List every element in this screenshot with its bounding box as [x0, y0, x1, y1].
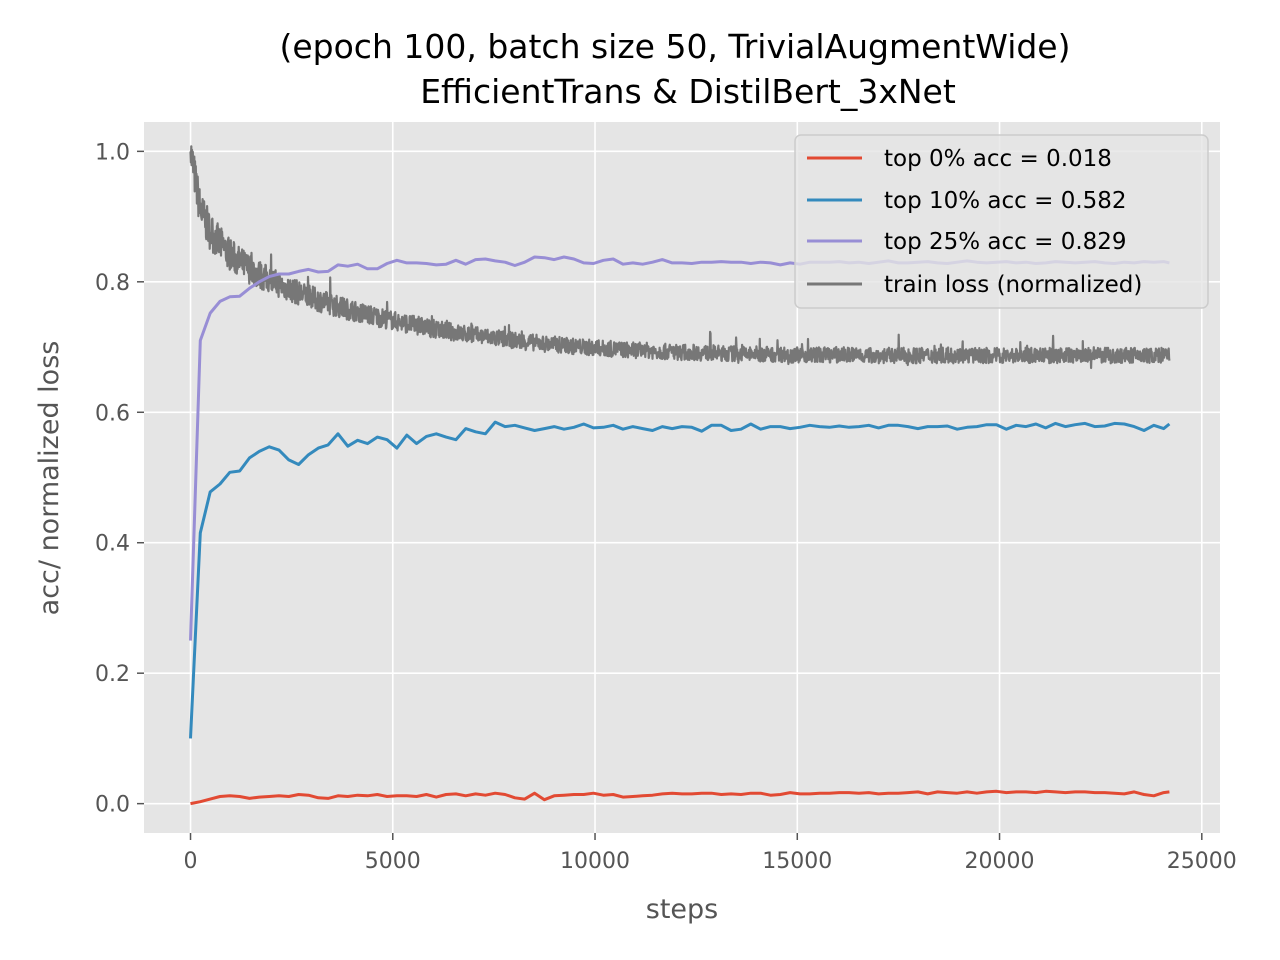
- legend-label-top10: top 10% acc = 0.582: [884, 188, 1127, 214]
- legend-label-train-loss: train loss (normalized): [884, 272, 1142, 298]
- y-tick-label: 0.6: [95, 401, 130, 426]
- legend-box: [794, 134, 1209, 309]
- y-tick-label: 0.0: [95, 793, 130, 818]
- legend-label-top25: top 25% acc = 0.829: [884, 229, 1127, 255]
- x-axis-ticks: 0 5000 10000 15000 20000 25000: [184, 833, 1237, 874]
- y-axis-ticks: 0.0 0.2 0.4 0.6 0.8 1.0: [95, 140, 144, 818]
- y-tick-label: 1.0: [95, 140, 130, 165]
- y-tick-label: 0.8: [95, 271, 130, 296]
- x-tick-label: 10000: [560, 849, 630, 874]
- top0-acc-line: [190, 789, 1170, 806]
- x-axis-label: steps: [646, 894, 718, 925]
- x-tick-label: 0: [184, 849, 198, 874]
- chart-title: (epoch 100, batch size 50, TrivialAugmen…: [279, 27, 1070, 66]
- train-loss-line: [189, 145, 1171, 370]
- y-tick-label: 0.2: [95, 662, 130, 687]
- legend: top 0% acc = 0.018 top 10% acc = 0.582 t…: [794, 134, 1209, 309]
- x-tick-label: 25000: [1167, 849, 1237, 874]
- x-tick-label: 15000: [762, 849, 832, 874]
- top10-acc-line: [189, 420, 1171, 739]
- y-axis-label: acc/ normalized loss: [34, 341, 65, 616]
- x-tick-label: 20000: [965, 849, 1035, 874]
- x-tick-label: 5000: [365, 849, 421, 874]
- chart-subtitle: EfficientTrans & DistilBert_3xNet: [420, 72, 956, 111]
- y-tick-label: 0.4: [95, 532, 130, 557]
- legend-label-top0: top 0% acc = 0.018: [884, 146, 1112, 172]
